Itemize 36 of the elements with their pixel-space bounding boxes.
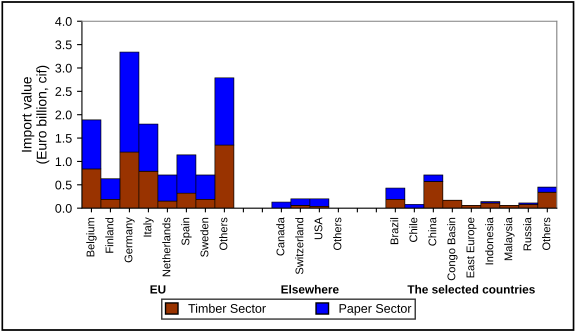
y-tick-label: 1.5: [56, 134, 72, 143]
legend-label: Timber Sector: [188, 304, 266, 313]
x-tick-label: Italy: [143, 217, 154, 237]
x-tick-label: Brazil: [390, 218, 398, 244]
text: EU: [150, 285, 166, 294]
x-tick-label: Chile: [409, 218, 418, 242]
x-tick-label: Belgium: [86, 218, 97, 256]
x-tick-label: Finland: [105, 218, 114, 253]
x-tick-label: Canada: [276, 217, 284, 256]
x-tick-label: Others: [333, 218, 342, 250]
x-tick-label: Switzerland: [295, 218, 304, 274]
x-tick-label: Others: [219, 218, 228, 250]
y-tick-label: 0.0: [55, 204, 72, 213]
y-tick-label: 3.5: [55, 40, 72, 50]
y-tick-label: 2.0: [55, 110, 72, 120]
y-tick-label: 3.0: [55, 64, 72, 73]
x-tick-label: Indonesia: [485, 217, 494, 264]
x-tick-label: Spain: [181, 218, 192, 246]
y-tick-label: 1.0: [56, 157, 72, 166]
y-axis-title: Import value (Euro billion, cif): [21, 66, 50, 164]
x-tick-label: Germany: [124, 217, 135, 262]
x-tick-label: Netherlands: [162, 218, 170, 276]
x-tick-label: Sweden: [200, 218, 208, 257]
x-tick-label: USA: [314, 217, 322, 240]
x-tick-label: Others: [542, 218, 550, 250]
x-tick-label: China: [428, 217, 436, 246]
x-tick-label: Russia: [523, 217, 532, 250]
x-tick-label: Malaysia: [504, 217, 514, 260]
x-tick-label: Congo Basin: [447, 218, 458, 280]
text: The selected countries: [408, 284, 535, 294]
x-tick-label: East Europe: [466, 218, 477, 278]
y-tick-label: 4.0: [55, 17, 72, 26]
text: Elsewhere: [281, 284, 339, 294]
y-tick-label: 0.5: [55, 180, 72, 190]
y-tick-label: 2.5: [55, 87, 72, 96]
legend-label: Paper Sector: [340, 304, 412, 316]
